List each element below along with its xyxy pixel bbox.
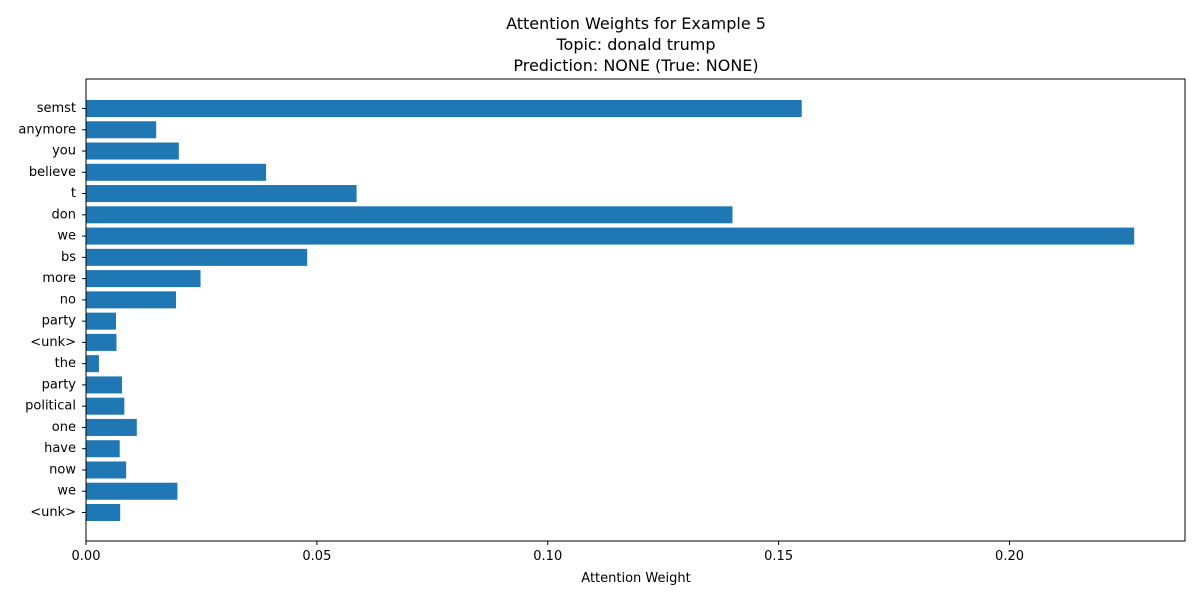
x-tick-label-4: 0.20 (995, 549, 1024, 564)
y-tick-label-14: political (25, 399, 76, 414)
bar-5 (86, 206, 733, 224)
title-line-2: Topic: donald trump (555, 35, 715, 54)
title-line-1: Attention Weights for Example 5 (506, 14, 766, 33)
y-tick-label-18: we (57, 484, 76, 499)
title-line-3: Prediction: NONE (True: NONE) (513, 56, 758, 75)
y-tick-label-19: <unk> (30, 505, 76, 520)
bar-16 (86, 440, 120, 458)
y-tick-label-0: semst (37, 101, 76, 116)
y-tick-label-4: t (71, 186, 76, 201)
x-tick-label-0: 0.00 (72, 549, 101, 564)
plot-frame (85, 78, 1186, 542)
y-tick-label-16: have (44, 441, 76, 456)
y-tick-label-5: don (52, 207, 76, 222)
bars-group (86, 99, 1135, 522)
bar-6 (86, 227, 1135, 245)
y-tick-label-8: more (42, 271, 76, 286)
y-tick-label-15: one (52, 420, 76, 435)
x-axis-label: Attention Weight (581, 571, 690, 586)
bar-19 (86, 503, 121, 522)
y-tick-label-3: believe (29, 165, 76, 180)
y-tick-label-1: anymore (18, 122, 76, 137)
bar-10 (86, 312, 117, 330)
x-tick-label-3: 0.15 (764, 549, 793, 564)
bar-2 (86, 142, 179, 160)
y-tick-label-13: party (42, 377, 77, 392)
bar-17 (86, 461, 127, 479)
bar-4 (86, 185, 357, 203)
y-tick-label-2: you (52, 144, 76, 159)
x-tick-label-2: 0.10 (533, 549, 562, 564)
bar-13 (86, 376, 123, 394)
y-tick-label-7: bs (61, 250, 76, 265)
y-tick-label-12: the (55, 356, 76, 371)
bar-3 (86, 163, 267, 181)
y-axis-ticks: semst anymore you believe t don we bs more no part… (18, 101, 86, 520)
bar-7 (86, 248, 308, 266)
bar-14 (86, 397, 125, 415)
x-tick-label-1: 0.05 (302, 549, 331, 564)
bar-8 (86, 270, 201, 288)
y-tick-label-10: party (42, 314, 77, 329)
bar-1 (86, 121, 157, 139)
bar-11 (86, 333, 117, 351)
bar-12 (86, 355, 99, 373)
bar-15 (86, 418, 137, 436)
y-tick-label-9: no (60, 292, 76, 307)
y-tick-label-11: <unk> (30, 335, 76, 350)
x-axis-ticks: 0.00 0.05 0.10 0.15 0.20 (72, 541, 1024, 564)
bar-9 (86, 291, 177, 309)
y-tick-label-6: we (57, 229, 76, 244)
bar-18 (86, 482, 178, 500)
bar-0 (86, 99, 802, 118)
y-tick-label-17: now (49, 462, 76, 477)
chart-title: Attention Weights for Example 5 Topic: d… (506, 14, 766, 75)
